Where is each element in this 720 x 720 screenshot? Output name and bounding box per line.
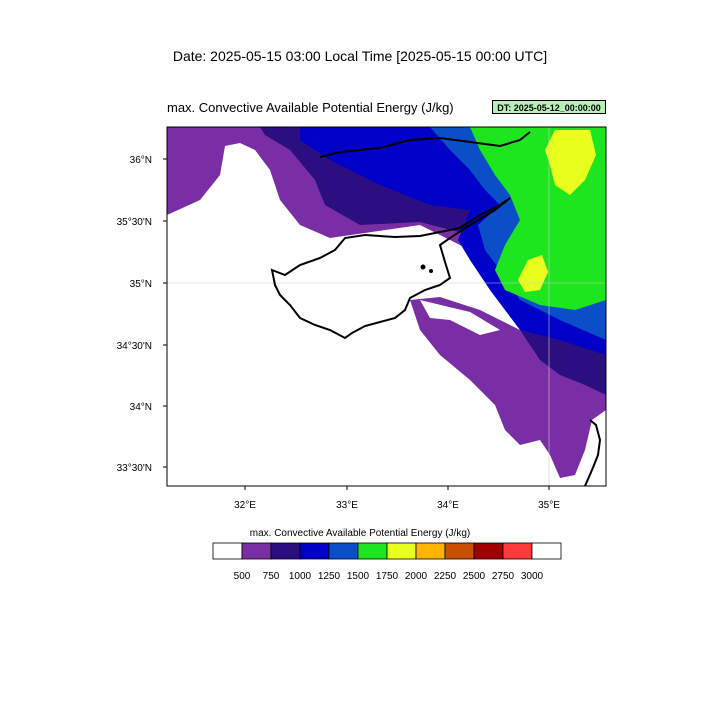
colorbar-level-label: 1500 [347, 571, 370, 582]
colorbar-level-label: 1000 [289, 571, 312, 582]
lon-label: 35°E [538, 500, 560, 511]
colorbar-level-label: 750 [263, 571, 280, 582]
lon-label: 33°E [336, 500, 358, 511]
colorbar-title: max. Convective Available Potential Ener… [249, 528, 471, 539]
turkey-coastline [319, 131, 531, 158]
island-dot [420, 264, 426, 270]
date-title: Date: 2025-05-15 03:00 Local Time [2025-… [172, 48, 548, 64]
colorbar-swatch [502, 542, 533, 560]
colorbar-swatch [357, 542, 388, 560]
colorbar-swatch [212, 542, 243, 560]
colorbar-level-label: 3000 [521, 571, 544, 582]
dt-badge: DT: 2025-05-12_00:00:00 [492, 100, 606, 114]
lat-label: 36°N [130, 155, 152, 166]
colorbar-swatch [473, 542, 504, 560]
colorbar-level-label: 1750 [376, 571, 399, 582]
colorbar-swatch [270, 542, 301, 560]
lat-label: 33°30'N [117, 463, 152, 474]
lat-label: 35°30'N [117, 217, 152, 228]
colorbar-swatch [415, 542, 446, 560]
island-dot [429, 269, 433, 273]
cyprus-coastline [270, 197, 511, 340]
colorbar-swatch [328, 542, 359, 560]
levant-coastline [584, 419, 602, 487]
lat-label: 34°N [130, 402, 152, 413]
plot-frame [166, 126, 607, 487]
lat-label: 34°30'N [117, 341, 152, 352]
tick-marks [163, 158, 550, 490]
colorbar-level-label: 2250 [434, 571, 457, 582]
colorbar-swatch [241, 542, 272, 560]
cape-area-2000 [545, 130, 596, 195]
colorbar-level-label: 2500 [463, 571, 486, 582]
lon-label: 32°E [234, 500, 256, 511]
gridlines [167, 127, 606, 486]
cape-area-750-south [410, 297, 606, 478]
lon-label: 34°E [437, 500, 459, 511]
lat-label: 35°N [130, 279, 152, 290]
colorbar-swatch [444, 542, 475, 560]
map-title: max. Convective Available Potential Ener… [167, 100, 454, 115]
colorbar: 500 750 1000 1250 1500 1750 2000 2250 2500 2750 30… [212, 542, 562, 582]
cape-area-500 [420, 300, 500, 335]
colorbar-level-label: 500 [234, 571, 251, 582]
cape-fill-layer [167, 127, 606, 478]
colorbar-swatch [531, 542, 562, 560]
colorbar-level-label: 2000 [405, 571, 428, 582]
colorbar-swatch [386, 542, 417, 560]
colorbar-level-label: 2750 [492, 571, 515, 582]
cape-area-1000-south [520, 330, 606, 395]
colorbar-swatch [299, 542, 330, 560]
colorbar-level-label: 1250 [318, 571, 341, 582]
